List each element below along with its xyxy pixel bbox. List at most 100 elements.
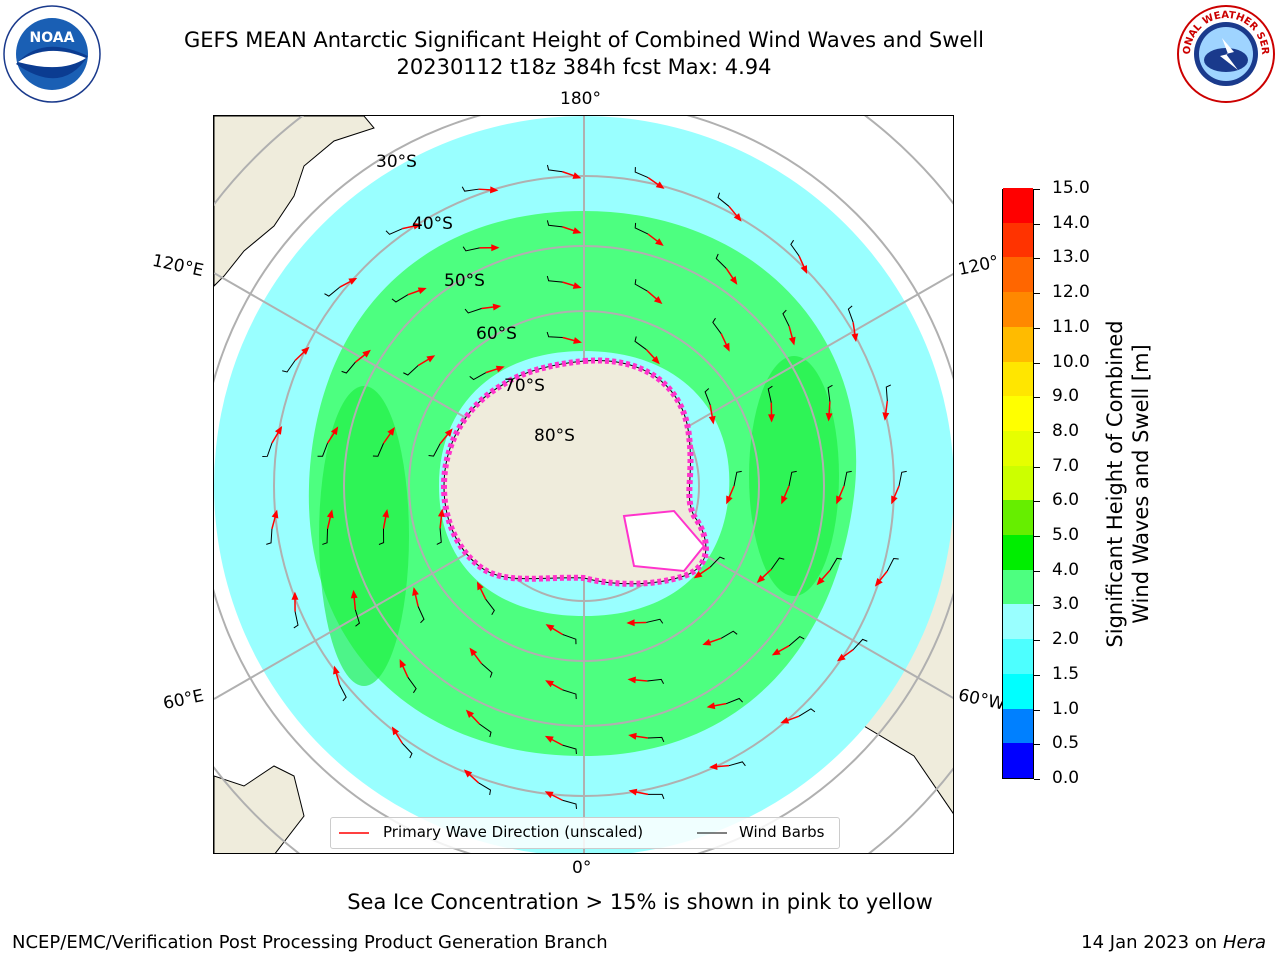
wind-barb	[562, 744, 577, 755]
wind-barb	[634, 222, 649, 235]
wave-arrow-head	[387, 427, 395, 436]
colorbar-segment	[1003, 222, 1033, 258]
lon-label-left-upper: 120°E	[150, 250, 206, 282]
wind-barb	[562, 634, 577, 645]
wind-barb	[317, 443, 329, 457]
wind-barb	[798, 708, 816, 717]
wave-arrow-head	[492, 303, 502, 311]
wave-arrow-head	[469, 647, 478, 657]
wave-arrow-head	[544, 791, 554, 799]
wave-arrow-head	[655, 238, 664, 246]
colorbar-segment	[1003, 569, 1033, 605]
wave-arrow-head	[545, 680, 554, 688]
legend-barb-label: Wind Barbs	[739, 823, 825, 841]
wave-arrow-head	[572, 172, 582, 179]
wind-barb	[485, 599, 495, 615]
lon-label-right-lower: 60°W	[956, 685, 1007, 715]
wave-arrow-head	[836, 495, 843, 505]
colorbar-tick-label: 2.0	[1052, 629, 1080, 650]
wave-arrow-head	[301, 346, 310, 355]
colorbar-tick-label: 3.0	[1052, 594, 1080, 615]
wind-barb	[324, 286, 340, 297]
wind-barb	[378, 528, 385, 545]
colorbar-tick-label: 15.0	[1052, 178, 1090, 198]
colorbar-segment	[1003, 395, 1033, 431]
wave-arrow-head	[627, 676, 636, 684]
lat-label-80: 80°S	[534, 426, 575, 446]
colorbar-tick-mark	[1034, 674, 1040, 676]
wave-arrow-head	[733, 213, 742, 222]
wave-arrow-head	[651, 355, 660, 365]
colorbar-segment	[1003, 708, 1033, 744]
colorbar-tick-mark	[1034, 397, 1040, 399]
colorbar-tick-label: 11.0	[1052, 316, 1090, 337]
wave-arrow-head	[491, 244, 500, 252]
wind-barb	[354, 609, 360, 627]
lat-label-30: 30°S	[376, 152, 417, 172]
wave-arrow-head	[756, 574, 766, 583]
chart-subtitle: 20230112 t18z 384h fcst Max: 4.94	[396, 55, 772, 79]
wave-arrow-head	[399, 659, 407, 669]
wave-arrow-head	[882, 412, 890, 421]
wave-arrow-head	[330, 426, 339, 436]
wind-barb	[391, 294, 409, 303]
colorbar-segment	[1003, 742, 1033, 778]
nws-logo: NATIONAL WEATHER SERVICE	[1172, 0, 1276, 104]
wave-arrow-head	[626, 619, 635, 627]
chart-title: GEFS MEAN Antarctic Significant Height o…	[183, 28, 985, 52]
colorbar-segment	[1003, 256, 1033, 293]
wind-barb	[546, 275, 563, 283]
wind-barb	[478, 782, 492, 796]
colorbar-segment	[1003, 638, 1033, 674]
legend-wave-label: Primary Wave Direction (unscaled)	[383, 823, 644, 841]
wave-arrow-head	[788, 336, 796, 346]
colorbar-tick-mark	[1034, 466, 1040, 468]
land-africa	[214, 765, 305, 853]
wave-arrow-head	[709, 763, 718, 771]
colorbar-segment	[1003, 361, 1033, 397]
wind-barb	[546, 164, 563, 173]
wind-barb	[712, 317, 722, 334]
wave-arrow-head	[412, 587, 419, 596]
colorbar-tick-label: 5.0	[1052, 525, 1080, 546]
colorbar-tick-mark	[1034, 293, 1040, 295]
ice-shelf	[622, 509, 706, 573]
colorbar-tick-label: 4.0	[1052, 559, 1080, 580]
lat-label-40: 40°S	[412, 214, 453, 234]
wave-arrow-head	[781, 495, 788, 505]
wind-barb	[266, 528, 273, 545]
wind-barb	[634, 336, 647, 350]
wind-barb	[293, 611, 299, 629]
wave-arrow-head	[291, 591, 299, 600]
colorbar-tick-mark	[1034, 605, 1040, 607]
machine-name: Hera	[1222, 932, 1266, 953]
colorbar-tick-label: 10.0	[1052, 351, 1090, 372]
colorbar-tick-mark	[1034, 709, 1040, 711]
wind-barb	[770, 557, 785, 570]
wave-arrow-head	[495, 365, 505, 373]
wind-barb	[461, 186, 479, 192]
wind-barb	[407, 676, 417, 694]
wind-barb	[788, 470, 797, 487]
colorbar-tick-mark	[1034, 431, 1040, 433]
colorbar-segment	[1003, 465, 1033, 501]
wave-arrow-head	[628, 732, 637, 740]
wind-barb	[634, 279, 648, 292]
wind-barb	[648, 793, 665, 800]
wave-arrow-head	[476, 581, 484, 591]
colorbar-tick-mark	[1034, 258, 1040, 260]
wave-band-ring	[308, 211, 857, 756]
wave-arrow-head	[382, 509, 390, 518]
wave-arrow-head	[851, 333, 859, 343]
wave-arrow-head	[655, 181, 665, 189]
lat-label-50: 50°S	[444, 271, 485, 291]
colorbar-tick-mark	[1034, 223, 1040, 225]
wind-barb	[646, 618, 664, 624]
colorbar-segment	[1003, 534, 1033, 570]
colorbar-tick-label: 12.0	[1052, 282, 1090, 303]
colorbar-tick-mark	[1034, 570, 1040, 572]
wind-barb	[469, 372, 487, 381]
lon-label-right-upper: 120°	[956, 251, 1001, 281]
wind-barb	[767, 385, 773, 403]
colorbar-tick-label: 0.5	[1052, 733, 1080, 754]
